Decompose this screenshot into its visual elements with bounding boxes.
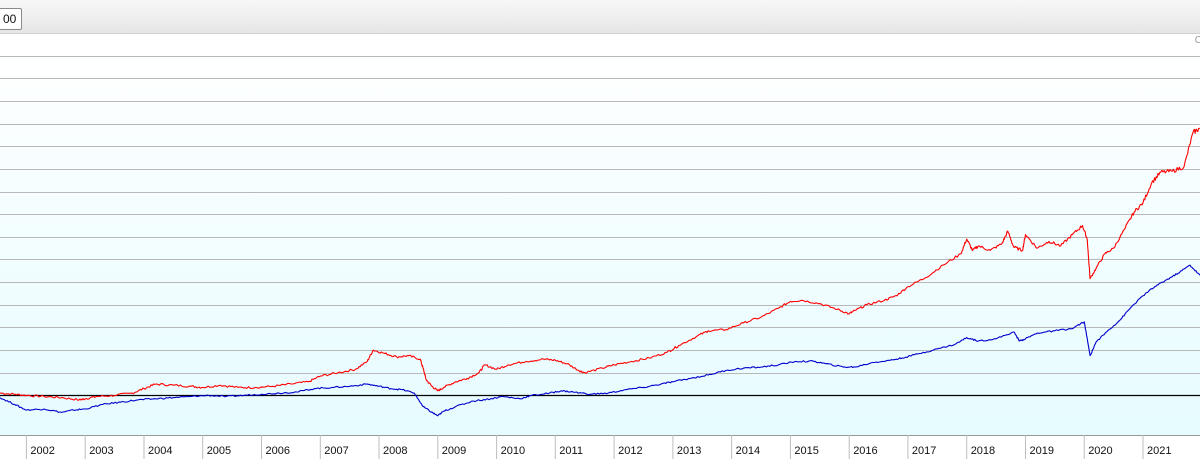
x-tick-label: 2013 [677,445,701,457]
series-line-1 [0,127,1200,401]
series-group [0,127,1200,417]
x-tick-label: 2009 [442,445,466,457]
x-tick-label: 2003 [89,445,113,457]
x-tick-label: 2007 [324,445,348,457]
x-tick-label: 2004 [148,445,172,457]
grid-lines [0,56,1200,397]
x-tick-label: 2018 [971,445,995,457]
x-tick-label: 2021 [1147,445,1171,457]
x-tick-label: 2019 [1030,445,1054,457]
x-tick-label: 2014 [736,445,760,457]
x-axis: 2002 2003 2004 2005 2006 2007 2008 2009 2010 2011… [0,435,1200,459]
x-tick-label: 2005 [207,445,231,457]
plot-area [0,50,1200,435]
x-tick-label: 2002 [30,445,54,457]
x-tick-label: 2012 [618,445,642,457]
x-tick-label: 2016 [853,445,877,457]
x-tick-label: 2008 [383,445,407,457]
x-tick-label: 2006 [266,445,290,457]
chart-toolbar: 00 [0,0,1200,34]
x-tick-label: 2020 [1088,445,1112,457]
x-tick-label: 2017 [912,445,936,457]
zoom-range-button[interactable]: 00 [0,8,23,30]
x-tick-label: 2011 [559,445,583,457]
x-tick-label: 2010 [501,445,525,457]
series-line-2 [0,264,1200,417]
corner-label: C [1194,35,1200,46]
x-tick-label: 2015 [794,445,818,457]
